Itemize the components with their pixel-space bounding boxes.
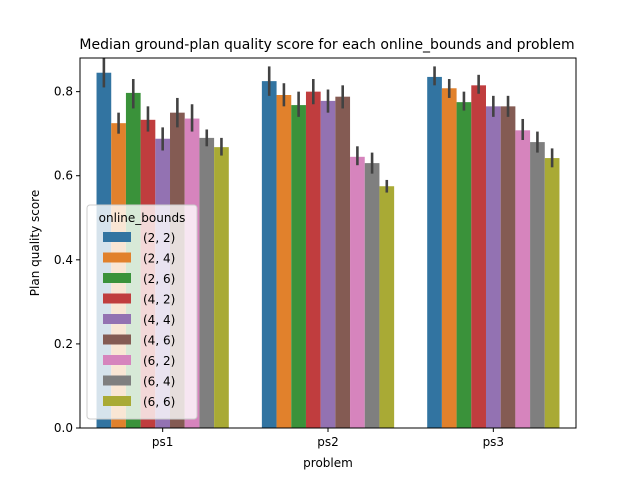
legend-swatch xyxy=(103,375,131,386)
legend-label: (6, 2) xyxy=(143,354,175,368)
x-tick-label: ps3 xyxy=(483,435,505,449)
y-tick-label: 0.6 xyxy=(54,169,73,183)
chart-title: Median ground-plan quality score for eac… xyxy=(79,37,574,53)
bar xyxy=(291,105,306,428)
bar xyxy=(530,142,545,428)
legend-label: (2, 4) xyxy=(143,252,175,266)
y-tick-label: 0.2 xyxy=(54,337,73,351)
y-tick-label: 0.0 xyxy=(54,421,73,435)
legend-label: (2, 2) xyxy=(143,231,175,245)
bar xyxy=(305,91,321,428)
bar xyxy=(261,81,277,429)
bar xyxy=(485,106,501,428)
bar xyxy=(500,106,516,428)
legend-swatch xyxy=(103,355,131,365)
x-axis: ps1 ps2 ps3 xyxy=(152,428,504,449)
bar xyxy=(471,85,486,428)
legend-label: (2, 6) xyxy=(143,272,175,286)
bar xyxy=(335,96,351,429)
bar xyxy=(350,156,365,428)
bar xyxy=(544,158,560,428)
error-bars-group xyxy=(102,58,554,193)
x-tick-label: ps1 xyxy=(152,435,174,449)
legend-label: (6, 4) xyxy=(143,375,175,389)
legend-label: (4, 2) xyxy=(143,293,175,307)
legend-label: (4, 6) xyxy=(143,334,175,348)
bar xyxy=(214,147,229,428)
legend-swatch xyxy=(103,252,131,263)
legend-title: online_bounds xyxy=(99,211,186,225)
legend-swatch xyxy=(103,293,131,304)
legend-swatch xyxy=(103,334,131,345)
legend-swatch xyxy=(103,232,131,242)
bar xyxy=(379,186,395,428)
legend-swatch xyxy=(103,396,131,406)
y-axis: 0.0 0.2 0.4 0.6 0.8 xyxy=(54,85,80,435)
y-axis-label: Plan quality score xyxy=(28,190,42,296)
legend-label: (6, 6) xyxy=(143,395,175,409)
legend-swatch xyxy=(103,273,131,283)
bar xyxy=(320,100,336,428)
x-axis-label: problem xyxy=(303,456,353,470)
bar xyxy=(199,137,215,428)
bar xyxy=(441,88,457,429)
bar xyxy=(515,130,531,428)
bar xyxy=(276,95,292,428)
x-tick-label: ps2 xyxy=(317,435,339,449)
y-tick-label: 0.8 xyxy=(54,85,73,99)
legend-swatch xyxy=(103,314,131,324)
bar xyxy=(364,163,380,429)
y-tick-label: 0.4 xyxy=(54,253,73,267)
bar xyxy=(456,102,472,429)
legend: online_bounds (2, 2) (2, 4) (2, 6) (4, 2) (4… xyxy=(86,204,198,420)
bar xyxy=(427,76,442,429)
legend-label: (4, 4) xyxy=(143,313,175,327)
